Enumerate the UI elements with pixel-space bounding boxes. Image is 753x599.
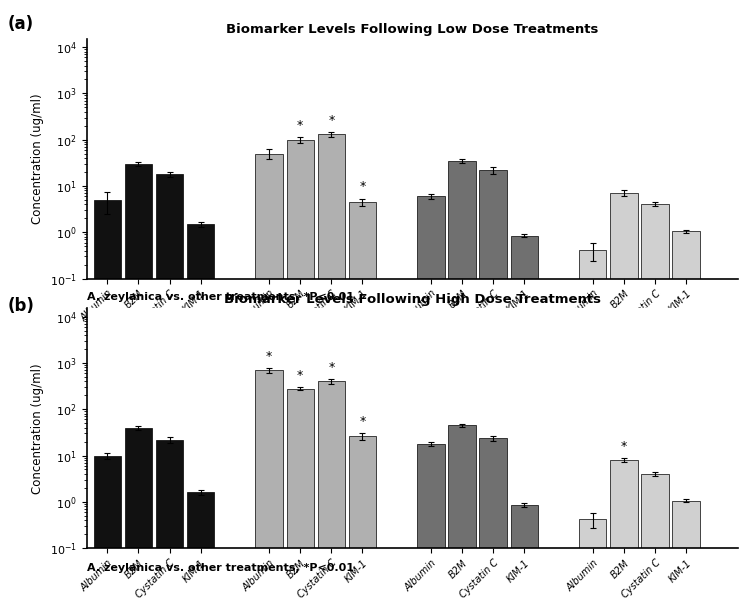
- Y-axis label: Concentration (ug/ml): Concentration (ug/ml): [32, 363, 44, 494]
- Bar: [349, 436, 376, 599]
- Bar: [255, 370, 283, 599]
- Text: *: *: [328, 361, 334, 374]
- Bar: [93, 200, 121, 599]
- Text: (a): (a): [8, 15, 34, 33]
- Bar: [349, 202, 376, 599]
- Bar: [417, 444, 444, 599]
- Bar: [125, 164, 152, 599]
- Text: A. zeylanica: A. zeylanica: [120, 408, 187, 418]
- Text: *: *: [297, 119, 303, 132]
- Bar: [480, 170, 507, 599]
- Text: Valproic Acid: Valproic Acid: [442, 408, 514, 418]
- Bar: [93, 455, 121, 599]
- Bar: [287, 389, 314, 599]
- Bar: [318, 382, 345, 599]
- Bar: [318, 134, 345, 599]
- Title: Biomarker Levels Following Low Dose Treatments: Biomarker Levels Following Low Dose Trea…: [226, 23, 599, 37]
- Text: *: *: [266, 350, 273, 362]
- Bar: [448, 161, 476, 599]
- Bar: [511, 235, 538, 599]
- Bar: [642, 204, 669, 599]
- Bar: [480, 438, 507, 599]
- Bar: [125, 428, 152, 599]
- Text: A. zeylanica vs. other treatments, *P<0.01: A. zeylanica vs. other treatments, *P<0.…: [87, 292, 354, 302]
- Bar: [579, 519, 606, 599]
- Bar: [642, 474, 669, 599]
- Text: *: *: [328, 113, 334, 126]
- Text: *: *: [297, 368, 303, 382]
- Bar: [511, 505, 538, 599]
- Bar: [579, 250, 606, 599]
- Text: No treatment: No treatment: [602, 408, 677, 418]
- Bar: [156, 174, 183, 599]
- Bar: [187, 492, 215, 599]
- Bar: [287, 140, 314, 599]
- Bar: [672, 231, 700, 599]
- Bar: [156, 440, 183, 599]
- Title: Biomarker Levels Following High Dose Treatments: Biomarker Levels Following High Dose Tre…: [224, 293, 601, 306]
- Text: *: *: [620, 440, 627, 453]
- Text: *: *: [359, 415, 366, 428]
- Bar: [610, 193, 638, 599]
- Y-axis label: Concentration (ug/ml): Concentration (ug/ml): [32, 93, 44, 224]
- Bar: [187, 224, 215, 599]
- Text: (b): (b): [8, 297, 35, 314]
- Text: Cisplatin: Cisplatin: [291, 408, 340, 418]
- Bar: [255, 153, 283, 599]
- Text: A. zeylanica vs. other treatments, *P<0.01: A. zeylanica vs. other treatments, *P<0.…: [87, 563, 354, 573]
- Bar: [610, 460, 638, 599]
- Text: *: *: [359, 180, 366, 193]
- Bar: [417, 196, 444, 599]
- Bar: [448, 425, 476, 599]
- Bar: [672, 501, 700, 599]
